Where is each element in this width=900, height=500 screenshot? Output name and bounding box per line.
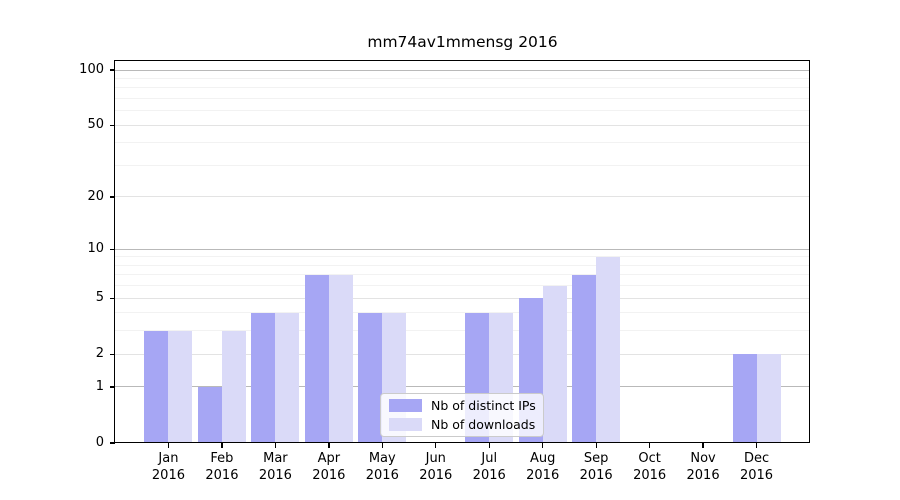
y-tick-mark [110,442,115,444]
legend-item-distinct-ips: Nb of distinct IPs [389,398,536,413]
y-tick-mark [110,353,115,355]
x-tick-label-aug: Aug 2016 [526,451,560,483]
y-tick-label: 10 [87,241,104,257]
bar-downloads-mar [275,312,300,443]
bar-ips-feb [197,386,222,443]
x-tick-label-oct: Oct 2016 [633,451,667,483]
minor-gridline [115,164,810,166]
x-tick-label-nov: Nov 2016 [686,451,720,483]
y-tick-mark [110,196,115,198]
x-tick-label-feb: Feb 2016 [205,451,239,483]
x-tick-label-sep: Sep 2016 [579,451,613,483]
spine-bottom [115,442,810,444]
x-tick-label-jan: Jan 2016 [151,451,185,483]
bar-ips-sep [572,274,597,443]
x-tick-mark [755,443,758,448]
bar-downloads-sep [596,256,621,443]
chart-title: mm74av1mmensg 2016 [367,33,558,51]
minor-gridline [115,330,810,332]
minor-gridline [115,256,810,258]
y-tick-label: 1 [95,378,104,394]
bar-downloads-apr [328,274,353,443]
bar-ips-jan [144,330,169,443]
minor-gridline [115,97,810,99]
major-gridline [115,353,810,355]
x-tick-mark [274,443,277,448]
major-gridline [115,297,810,299]
y-tick-label: 2 [95,346,104,362]
decade-gridline [115,248,810,250]
x-tick-mark [488,443,490,448]
legend-swatch-distinct-ips [389,399,422,412]
legend-item-downloads: Nb of downloads [389,417,536,432]
decade-gridline [115,69,810,71]
bar-ips-apr [304,274,329,443]
x-tick-label-jun: Jun 2016 [419,451,453,483]
minor-gridline [115,110,810,112]
legend-swatch-downloads [389,418,422,431]
legend-label-downloads: Nb of downloads [431,417,536,432]
bar-ips-mar [251,312,276,443]
bar-downloads-jan [168,330,193,443]
spine-top [115,60,810,62]
spine-right [809,60,811,444]
y-tick-label: 50 [87,117,104,133]
y-tick-label: 0 [95,435,104,450]
x-tick-mark [435,443,437,448]
major-gridline [115,196,810,198]
plot-area: Nb of distinct IPs Nb of downloads [114,60,811,444]
y-tick-mark [110,69,115,71]
x-tick-label-apr: Apr 2016 [312,451,346,483]
y-tick-label: 20 [87,188,104,204]
x-tick-mark [702,443,704,448]
major-gridline [115,124,810,126]
spine-left [114,60,116,444]
x-tick-label-may: May 2016 [365,451,399,483]
y-tick-mark [110,248,115,250]
x-tick-label-mar: Mar 2016 [258,451,292,483]
minor-gridline [115,264,810,266]
bar-downloads-feb [221,330,246,443]
minor-gridline [115,87,810,89]
y-tick-mark [110,124,115,126]
bar-downloads-aug [542,285,567,443]
bar-downloads-dec [756,354,781,443]
legend: Nb of distinct IPs Nb of downloads [380,393,544,437]
legend-label-distinct-ips: Nb of distinct IPs [431,398,536,413]
y-tick-mark [110,386,115,388]
minor-gridline [115,285,810,287]
x-tick-mark [381,443,383,448]
x-tick-label-jul: Jul 2016 [472,451,506,483]
y-tick-mark [110,297,115,299]
x-tick-mark [221,443,223,448]
x-tick-mark [542,443,544,448]
y-tick-label: 100 [79,62,104,77]
minor-gridline [115,312,810,314]
x-tick-mark [328,443,330,448]
minor-gridline [115,142,810,144]
minor-gridline [115,274,810,276]
x-tick-mark [649,443,651,448]
x-tick-label-dec: Dec 2016 [739,451,774,483]
bar-ips-dec [732,354,757,443]
bar-ips-may [358,312,383,443]
x-tick-mark [595,443,597,448]
x-tick-mark [167,443,170,448]
decade-gridline [115,386,810,388]
minor-gridline [115,77,810,79]
y-tick-label: 5 [95,290,104,306]
